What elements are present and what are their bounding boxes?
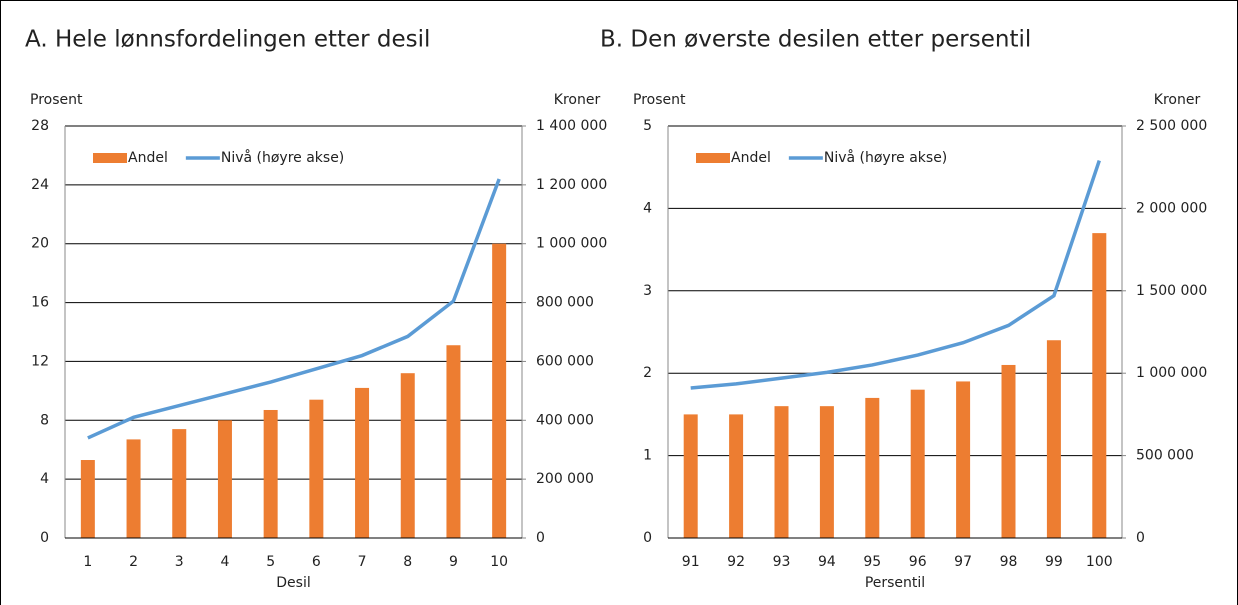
bar bbox=[956, 381, 971, 538]
y-tick-label: 1 bbox=[643, 448, 652, 464]
x-tick-label: 1 bbox=[83, 554, 92, 570]
y2-tick-label: 500 000 bbox=[1136, 448, 1194, 464]
y-tick-label: 3 bbox=[643, 283, 652, 299]
x-tick-label: 93 bbox=[773, 554, 791, 570]
y-axis-label: Prosent bbox=[30, 92, 83, 108]
y2-tick-label: 2 000 000 bbox=[1136, 200, 1207, 216]
chart-title: A. Hele lønnsfordelingen etter desil bbox=[25, 27, 430, 53]
y2-tick-label: 0 bbox=[536, 530, 545, 546]
x-tick-label: 6 bbox=[312, 554, 321, 570]
y2-tick-label: 600 000 bbox=[536, 353, 594, 369]
bar bbox=[263, 409, 278, 538]
y-tick-label: 28 bbox=[31, 118, 49, 134]
x-tick-label: 8 bbox=[403, 554, 412, 570]
bar bbox=[355, 387, 370, 538]
legend-swatch bbox=[696, 153, 730, 163]
x-tick-label: 2 bbox=[129, 554, 138, 570]
bar bbox=[446, 345, 461, 538]
x-tick-label: 3 bbox=[175, 554, 184, 570]
y2-tick-label: 400 000 bbox=[536, 412, 594, 428]
x-tick-label: 4 bbox=[220, 554, 229, 570]
bar bbox=[217, 420, 232, 538]
x-tick-label: 91 bbox=[682, 554, 700, 570]
x-tick-label: 100 bbox=[1086, 554, 1113, 570]
x-tick-label: 98 bbox=[1000, 554, 1018, 570]
y2-tick-label: 1 500 000 bbox=[1136, 283, 1207, 299]
bar bbox=[1046, 340, 1061, 538]
bar bbox=[865, 397, 880, 538]
y-tick-label: 2 bbox=[643, 365, 652, 381]
bar bbox=[729, 414, 744, 538]
bar bbox=[172, 429, 187, 538]
bar bbox=[774, 406, 789, 538]
bar bbox=[910, 389, 925, 538]
bar bbox=[819, 406, 834, 538]
y-axis-label: Prosent bbox=[633, 92, 686, 108]
bar bbox=[1092, 233, 1107, 538]
y-tick-label: 0 bbox=[643, 530, 652, 546]
x-tick-label: 97 bbox=[954, 554, 972, 570]
y2-tick-label: 2 500 000 bbox=[1136, 118, 1207, 134]
y-tick-label: 0 bbox=[40, 530, 49, 546]
bar bbox=[126, 439, 141, 538]
y2-tick-label: 200 000 bbox=[536, 471, 594, 487]
y2-tick-label: 1 400 000 bbox=[536, 118, 607, 134]
x-tick-label: 5 bbox=[266, 554, 275, 570]
x-tick-label: 96 bbox=[909, 554, 927, 570]
bar bbox=[683, 414, 698, 538]
y2-tick-label: 1 200 000 bbox=[536, 177, 607, 193]
y-tick-label: 20 bbox=[31, 236, 49, 252]
x-tick-label: 94 bbox=[818, 554, 836, 570]
bar bbox=[492, 243, 507, 538]
bar bbox=[80, 460, 95, 538]
x-tick-label: 10 bbox=[490, 554, 508, 570]
y2-tick-label: 800 000 bbox=[536, 295, 594, 311]
x-tick-label: 9 bbox=[449, 554, 458, 570]
x-axis-label: Persentil bbox=[865, 575, 925, 591]
legend-label: Nivå (høyre akse) bbox=[824, 149, 947, 166]
x-tick-label: 92 bbox=[727, 554, 745, 570]
legend-swatch bbox=[93, 153, 127, 163]
legend-label: Andel bbox=[731, 150, 771, 166]
x-axis-label: Desil bbox=[276, 575, 310, 591]
y2-tick-label: 0 bbox=[1136, 530, 1145, 546]
y-tick-label: 16 bbox=[31, 295, 49, 311]
y-tick-label: 4 bbox=[643, 200, 652, 216]
legend-label: Andel bbox=[128, 150, 168, 166]
y-tick-label: 8 bbox=[40, 412, 49, 428]
y-tick-label: 24 bbox=[31, 177, 49, 193]
line bbox=[87, 178, 501, 440]
legend-label: Nivå (høyre akse) bbox=[221, 149, 344, 166]
chart-title: B. Den øverste desilen etter persentil bbox=[600, 27, 1031, 53]
line bbox=[690, 160, 1101, 390]
bar bbox=[1001, 364, 1016, 538]
y-tick-label: 12 bbox=[31, 353, 49, 369]
x-tick-label: 99 bbox=[1045, 554, 1063, 570]
y-tick-label: 4 bbox=[40, 471, 49, 487]
x-tick-label: 95 bbox=[863, 554, 881, 570]
bar bbox=[309, 399, 324, 538]
bar bbox=[400, 373, 415, 538]
y2-axis-label: Kroner bbox=[554, 92, 601, 108]
y2-tick-label: 1 000 000 bbox=[536, 236, 607, 252]
y2-tick-label: 1 000 000 bbox=[1136, 365, 1207, 381]
y-tick-label: 5 bbox=[643, 118, 652, 134]
x-tick-label: 7 bbox=[358, 554, 367, 570]
y2-axis-label: Kroner bbox=[1154, 92, 1201, 108]
